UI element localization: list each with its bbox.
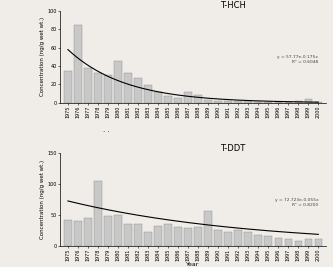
Bar — [134, 224, 142, 246]
Bar — [114, 61, 122, 103]
Bar — [124, 73, 132, 103]
Y-axis label: Concentration (ng/g wet wt.): Concentration (ng/g wet wt.) — [40, 17, 45, 96]
Bar — [204, 100, 212, 103]
Bar — [104, 216, 112, 246]
Text: y = 72.723e-0.055x
R² = 0.8200: y = 72.723e-0.055x R² = 0.8200 — [275, 198, 318, 207]
Bar — [114, 215, 122, 246]
Bar — [64, 70, 72, 103]
Bar — [234, 101, 242, 103]
Bar — [224, 101, 232, 103]
Bar — [305, 239, 312, 246]
Bar — [124, 224, 132, 246]
Bar — [165, 96, 172, 103]
Bar — [295, 241, 302, 246]
Bar — [144, 85, 152, 103]
Bar — [74, 25, 82, 103]
Bar — [94, 181, 102, 246]
Bar — [214, 230, 222, 246]
Bar — [194, 95, 202, 103]
Bar — [234, 230, 242, 246]
Bar — [64, 220, 72, 246]
Bar — [315, 102, 322, 103]
Bar — [264, 236, 272, 246]
Bar — [274, 238, 282, 246]
Bar — [104, 75, 112, 103]
Bar — [174, 98, 182, 103]
Bar — [144, 232, 152, 246]
Bar — [305, 99, 312, 103]
Bar — [134, 78, 142, 103]
Bar — [315, 239, 322, 246]
Bar — [94, 73, 102, 103]
Bar — [214, 101, 222, 103]
Bar — [254, 235, 262, 246]
Bar — [295, 101, 302, 103]
Bar — [74, 221, 82, 246]
Bar — [165, 224, 172, 246]
Bar — [244, 101, 252, 103]
Bar — [194, 227, 202, 246]
Bar — [264, 102, 272, 103]
Bar — [204, 211, 212, 246]
Y-axis label: Concentration (ng/g wet wt.): Concentration (ng/g wet wt.) — [40, 160, 45, 239]
Title: T-DDT: T-DDT — [220, 144, 246, 153]
Bar — [184, 229, 192, 246]
Bar — [224, 232, 232, 246]
Bar — [154, 226, 162, 246]
Bar — [284, 239, 292, 246]
Bar — [254, 102, 262, 103]
Bar — [274, 102, 282, 103]
Bar — [174, 227, 182, 246]
Title: T-HCH: T-HCH — [220, 1, 246, 10]
Text: · ·: · · — [103, 129, 110, 135]
Bar — [244, 232, 252, 246]
Bar — [84, 68, 92, 103]
Bar — [184, 92, 192, 103]
Text: y = 57.77e-0.175x
R² = 0.6048: y = 57.77e-0.175x R² = 0.6048 — [277, 55, 318, 64]
Bar — [154, 92, 162, 103]
Bar — [84, 218, 92, 246]
X-axis label: Year: Year — [186, 262, 200, 267]
Bar — [284, 102, 292, 103]
